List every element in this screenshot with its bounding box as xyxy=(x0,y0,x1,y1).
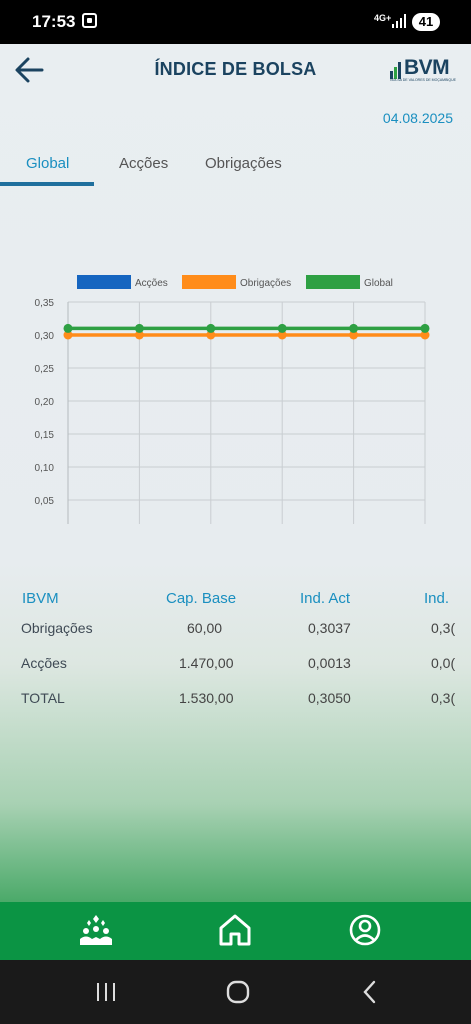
legend-label: Global xyxy=(364,278,393,289)
legend-label: Obrigações xyxy=(240,278,291,289)
data-point xyxy=(420,323,430,333)
logo-bars-icon xyxy=(390,62,401,79)
legend-label: Acções xyxy=(135,278,168,289)
back-chevron-icon[interactable] xyxy=(356,978,384,1006)
row-label-total: TOTAL xyxy=(21,690,65,706)
col-header-cap-base: Cap. Base xyxy=(166,590,237,607)
data-point xyxy=(63,323,73,333)
y-tick-label: 0,20 xyxy=(35,397,55,408)
battery-level: 41 xyxy=(412,13,440,31)
index-line-chart: 00,050,100,150,200,250,300,3528/0729/073… xyxy=(35,275,430,524)
tab-global[interactable]: Global xyxy=(26,155,70,172)
data-point xyxy=(63,330,73,340)
arrow-left-icon[interactable] xyxy=(12,52,48,88)
col-header-ind: Ind. xyxy=(424,590,450,607)
user-circle-icon[interactable] xyxy=(347,912,383,948)
legend-swatch xyxy=(306,275,360,289)
cell-cap: 60,00 xyxy=(187,620,223,636)
cell-act: 0,0013 xyxy=(308,655,351,671)
status-bar: 17:53 4G+ 41 xyxy=(0,0,471,44)
cell-act: 0,3050 xyxy=(308,690,351,706)
row-label-accoes: Acções xyxy=(21,655,67,671)
data-point xyxy=(134,323,144,333)
bottom-nav xyxy=(0,902,471,960)
legend-swatch xyxy=(77,275,131,289)
row-label-obrigacoes: Obrigações xyxy=(21,620,93,636)
cell-ind: 0,3( xyxy=(431,620,456,636)
y-tick-label: 0,30 xyxy=(35,331,55,342)
network-type: 4G+ xyxy=(374,13,392,23)
tab-indicator xyxy=(0,182,94,186)
y-tick-label: 0,10 xyxy=(35,463,55,474)
screen-record-icon xyxy=(82,13,97,28)
data-point xyxy=(277,330,287,340)
legend-swatch xyxy=(182,275,236,289)
app-screen: ÍNDICE DE BOLSA BVM BOLSA DE VALORES DE … xyxy=(0,44,471,960)
index-table: IBVM Cap. Base Ind. Act Ind. Obrigações … xyxy=(0,584,471,714)
cell-cap: 1.530,00 xyxy=(179,690,234,706)
data-point xyxy=(134,330,144,340)
data-point xyxy=(206,330,216,340)
cell-act: 0,3037 xyxy=(308,620,351,636)
tab-accoes[interactable]: Acções xyxy=(119,155,169,172)
header: ÍNDICE DE BOLSA BVM BOLSA DE VALORES DE … xyxy=(0,44,471,104)
data-point xyxy=(277,323,287,333)
cell-cap: 1.470,00 xyxy=(179,655,234,671)
cell-ind: 0,0( xyxy=(431,655,456,671)
col-header-ibvm: IBVM xyxy=(22,590,59,607)
tab-bar: Global Acções Obrigações xyxy=(0,152,471,188)
col-header-ind-act: Ind. Act xyxy=(300,590,351,607)
signal-icon xyxy=(392,14,406,28)
y-tick-label: 0,15 xyxy=(35,430,55,441)
tab-obrigacoes[interactable]: Obrigações xyxy=(205,155,282,172)
y-tick-label: 0,05 xyxy=(35,496,55,507)
data-point xyxy=(349,330,359,340)
logo-text: BVM xyxy=(404,56,450,79)
data-point xyxy=(206,323,216,333)
index-date: 04.08.2025 xyxy=(382,110,453,126)
system-nav-bar xyxy=(0,960,471,1024)
recents-icon[interactable] xyxy=(92,978,120,1006)
data-point xyxy=(420,330,430,340)
logo-subtitle: BOLSA DE VALORES DE MOÇAMBIQUE xyxy=(390,78,456,82)
y-tick-label: 0,25 xyxy=(35,364,55,375)
data-point xyxy=(349,323,359,333)
status-time: 17:53 xyxy=(32,12,76,31)
community-icon[interactable] xyxy=(78,912,114,948)
y-tick-label: 0,35 xyxy=(35,298,55,309)
cell-ind: 0,3( xyxy=(431,690,456,706)
home-circle-icon[interactable] xyxy=(224,978,252,1006)
page-title: ÍNDICE DE BOLSA xyxy=(154,59,317,79)
home-icon[interactable] xyxy=(217,912,253,948)
bvm-logo: BVM BOLSA DE VALORES DE MOÇAMBIQUE xyxy=(390,56,456,84)
